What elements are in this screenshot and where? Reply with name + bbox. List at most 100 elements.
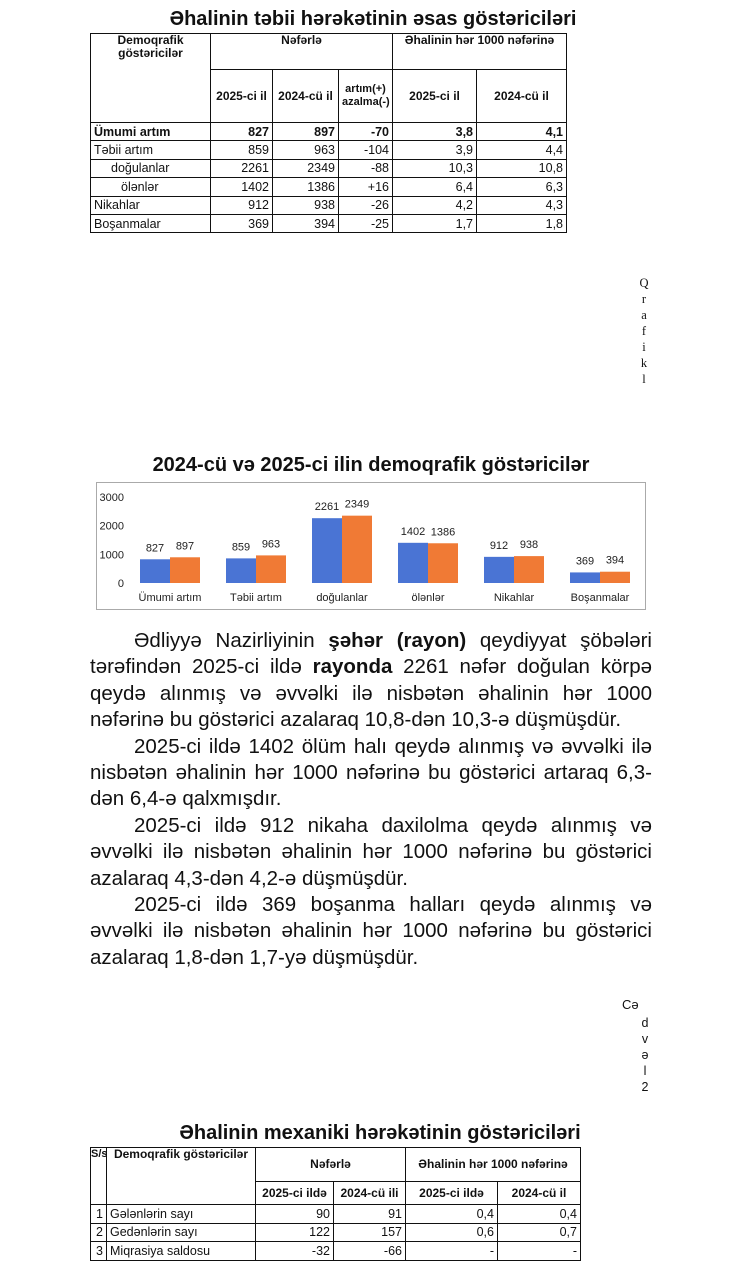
text-block: Ədliyyə Nazirliyinin şəhər (rayon) qeydi… [90, 628, 652, 971]
text-run: Ədliyyə Nazirliyinin [134, 629, 329, 652]
header-cell: 2024-cü ili [333, 1181, 406, 1205]
bar [140, 559, 170, 583]
data-label: 394 [606, 555, 624, 567]
data-label: 859 [232, 541, 250, 553]
table-row: doğulanlar 2261 2349 -88 10,3 10,8 [90, 158, 568, 179]
bar [514, 556, 544, 583]
data-label: 1386 [431, 526, 455, 538]
table-cell: 827 [210, 121, 273, 142]
table-cell: 3,9 [392, 140, 478, 160]
bar [342, 515, 372, 583]
data-label: 938 [520, 539, 538, 551]
table-cell: 6,3 [476, 177, 568, 197]
table-cell: 897 [272, 121, 339, 142]
table-cell: -26 [337, 195, 394, 215]
paragraph: Ədliyyə Nazirliyinin şəhər (rayon) qeydi… [90, 628, 652, 734]
y-tick-label: 3000 [100, 492, 124, 504]
table-cell: 4,4 [476, 140, 568, 160]
table-cell: 157 [333, 1222, 406, 1243]
y-tick-label: 1000 [100, 549, 124, 561]
text-run: qeydiyyat şöbələri tərəfindən 2025-ci il… [90, 629, 652, 679]
table-cell: 90 [255, 1204, 334, 1224]
table-cell: 2261 [210, 158, 273, 179]
table-cell: Ümumi artım [90, 121, 211, 142]
side-label: Qrafikl [637, 276, 651, 388]
paragraph: 2025-ci ildə 912 nikaha daxilolma qeydə … [90, 813, 652, 890]
table1-title: Əhalinin təbii hərəkətinin əsas göstəric… [169, 8, 577, 30]
y-tick-label: 0 [118, 578, 124, 590]
bar [170, 557, 200, 583]
text-run-bold: şəhər (rayon) [328, 629, 467, 652]
bar [484, 556, 514, 583]
table-cell: 0,4 [405, 1204, 498, 1224]
data-label: 897 [176, 540, 194, 552]
bar [226, 558, 256, 583]
bar [600, 571, 630, 583]
table-row: ölənlər 1402 1386 +16 6,4 6,3 [90, 177, 568, 197]
bar [428, 543, 458, 583]
side-label: dvəl2 [638, 1016, 652, 1096]
header-cell: 2025-ci ildə [255, 1181, 334, 1205]
header-cell: Əhalinin hər 1000 nəfərinə [405, 1147, 581, 1182]
table-cell: 10,3 [392, 158, 478, 179]
table-cell: 859 [210, 140, 273, 160]
data-label: 912 [490, 540, 508, 552]
table-row: Boşanmalar 369 394 -25 1,7 1,8 [90, 213, 568, 234]
side-label: Cə [622, 997, 639, 1012]
data-label: 827 [146, 542, 164, 554]
table-cell: 10,8 [476, 158, 568, 179]
header-cell: Demoqrafik göstəricilər [90, 33, 211, 123]
header-cell: 2024-cü il [476, 69, 568, 123]
y-tick-label: 2000 [100, 521, 124, 533]
table-cell: doğulanlar [90, 158, 211, 179]
bar [570, 572, 600, 583]
table-cell: 963 [272, 140, 339, 160]
table-row: 3 Miqrasiya saldosu -32 -66- - [90, 1241, 581, 1261]
table-cell: 1386 [272, 177, 339, 197]
header-cell: 2025-ci il [392, 69, 478, 123]
table-cell: -66 [333, 1241, 406, 1261]
header-cell: 2025-ci il [210, 69, 273, 123]
table-row: Nikahlar 912 938 -26 4,2 4,3 [90, 195, 568, 215]
data-label: 2349 [345, 499, 369, 511]
header-cell: Demoqrafik göstəricilər [106, 1147, 256, 1205]
table-cell: 3,8 [392, 121, 478, 142]
table-cell: 1,7 [392, 213, 478, 234]
table-cell: 1 [90, 1204, 107, 1224]
x-tick-label: Nikahlar [494, 592, 535, 604]
bar [312, 518, 342, 583]
table2-title: Əhalinin mexaniki hərəkətinin göstəricil… [179, 1122, 581, 1144]
table-cell: +16 [337, 177, 394, 197]
data-label: 963 [262, 538, 280, 550]
bar [398, 542, 428, 583]
table-cell: -104 [337, 140, 394, 160]
table2: S/s Demoqrafik göstəricilər Nəfərlə Əhal… [90, 1147, 581, 1261]
table-cell: 369 [210, 213, 273, 234]
table-cell: -70 [337, 121, 394, 142]
header-cell: 2024-cü il [272, 69, 339, 123]
table-cell: -32 [255, 1241, 334, 1261]
paragraph: 2025-ci ildə 369 boşanma halları qeydə a… [90, 893, 652, 969]
table-row: 1 Gələnlərin sayı 90 91 0,4 0,4 [90, 1204, 581, 1224]
header-cell: Nəfərlə [255, 1147, 406, 1182]
x-tick-label: Boşanmalar [571, 592, 630, 604]
table-cell: 6,4 [392, 177, 478, 197]
table-cell: 4,2 [392, 195, 478, 215]
table-cell: Nikahlar [90, 195, 211, 215]
paragraph: 2025-ci ildə 1402 ölüm halı qeydə alınmı… [90, 734, 652, 811]
table-cell: 122 [255, 1222, 334, 1243]
table-row: 2 Gedənlərin sayı 122 157 0,6 0,7 [90, 1222, 581, 1243]
table-cell: Boşanmalar [90, 213, 211, 234]
text-run-bold: rayonda [312, 655, 393, 679]
table-cell: 394 [272, 213, 339, 234]
header-cell: S/s [90, 1147, 107, 1205]
table-cell: 2 [90, 1222, 107, 1243]
table-cell: 2349 [272, 158, 339, 179]
table-cell: 938 [272, 195, 339, 215]
table-cell: - [405, 1241, 498, 1261]
table-row: Ümumi artım 827 897 -70 3,8 4,1 [90, 121, 568, 142]
bar [256, 555, 286, 583]
header-cell: Əhalinin hər 1000 nəfərinə [392, 33, 568, 70]
x-tick-label: Ümumi artım [139, 592, 202, 604]
